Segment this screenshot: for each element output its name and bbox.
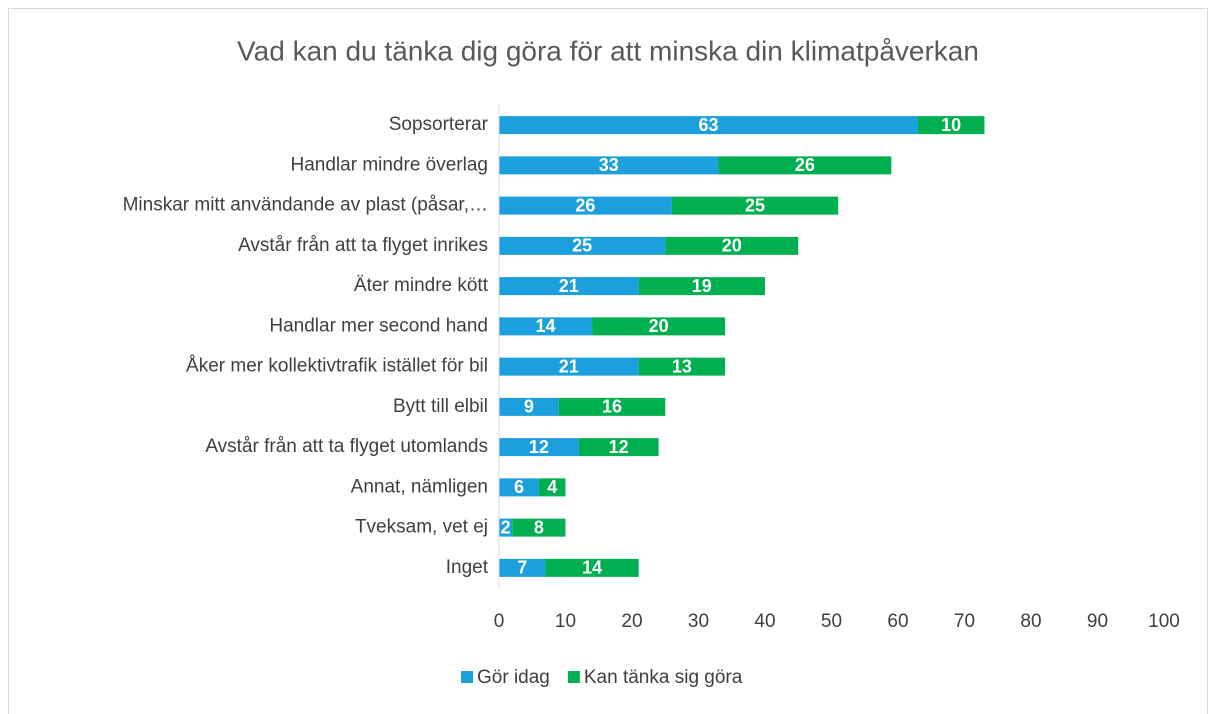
data-label: 10 <box>941 115 961 135</box>
bar <box>499 317 593 336</box>
bar <box>578 438 659 457</box>
y-tick-label: Äter mindre kött <box>354 275 489 296</box>
bar <box>499 518 513 537</box>
data-label: 25 <box>745 195 765 215</box>
bar <box>638 357 726 376</box>
data-label: 20 <box>722 236 742 256</box>
x-tick-label: 50 <box>821 611 842 632</box>
data-label: 21 <box>559 356 579 376</box>
bar <box>671 196 839 215</box>
chart-title: Vad kan du tänka dig göra för att minska… <box>237 35 979 66</box>
bar <box>499 196 672 215</box>
x-tick-label: 70 <box>954 611 975 632</box>
data-label: 33 <box>599 155 619 175</box>
bar <box>499 438 579 457</box>
bar <box>512 518 566 537</box>
data-label: 19 <box>692 276 712 296</box>
legend-label: Kan tänka sig göra <box>584 667 743 688</box>
y-tick-label: Handlar mindre överlag <box>291 154 489 175</box>
y-tick-label: Tveksam, vet ej <box>355 517 488 538</box>
data-label: 6 <box>514 477 524 497</box>
data-label: 14 <box>582 558 602 578</box>
x-tick-label: 60 <box>887 611 908 632</box>
bar <box>545 558 639 577</box>
y-tick-label: Sopsorterar <box>389 114 489 135</box>
x-tick-label: 40 <box>754 611 775 632</box>
x-tick-label: 90 <box>1087 611 1108 632</box>
legend-swatch <box>461 671 473 683</box>
data-label: 12 <box>529 437 549 457</box>
legend-swatch <box>567 671 580 683</box>
y-tick-label: Åker mer kollektivtrafik istället för bi… <box>186 356 488 377</box>
bar <box>538 478 566 497</box>
y-tick-label: Avstår från att ta flyget utomlands <box>205 436 488 457</box>
y-tick-label: Minskar mitt användande av plast (påsar,… <box>123 195 488 216</box>
x-tick-label: 100 <box>1148 611 1180 632</box>
bar <box>499 558 546 577</box>
y-tick-label: Annat, nämligen <box>351 476 488 497</box>
data-label: 20 <box>649 316 669 336</box>
bar <box>917 116 985 135</box>
x-tick-label: 30 <box>688 611 709 632</box>
bar <box>665 236 799 255</box>
data-label: 9 <box>524 397 534 417</box>
x-tick-label: 0 <box>494 611 505 632</box>
bar <box>638 277 765 296</box>
bar <box>499 397 559 416</box>
data-label: 63 <box>698 115 718 135</box>
x-tick-label: 80 <box>1020 611 1041 632</box>
data-label: 2 <box>501 517 511 537</box>
y-tick-label: Handlar mer second hand <box>269 315 488 336</box>
x-tick-label: 10 <box>555 611 576 632</box>
bar <box>499 357 639 376</box>
data-label: 21 <box>559 276 579 296</box>
legend-label: Gör idag <box>477 667 550 688</box>
bar <box>499 156 719 175</box>
bar <box>592 317 726 336</box>
bar <box>558 397 666 416</box>
y-tick-label: Avstår från att ta flyget inrikes <box>238 235 488 256</box>
data-label: 26 <box>795 155 815 175</box>
bar <box>499 277 639 296</box>
data-label: 4 <box>547 477 557 497</box>
data-label: 13 <box>672 356 692 376</box>
y-tick-label: Inget <box>446 557 489 578</box>
data-label: 7 <box>517 558 527 578</box>
bar <box>718 156 892 175</box>
bar <box>499 478 539 497</box>
bar <box>499 116 918 135</box>
x-tick-label: 20 <box>621 611 642 632</box>
data-label: 8 <box>534 517 544 537</box>
bar <box>499 236 666 255</box>
data-label: 14 <box>536 316 556 336</box>
y-tick-label: Bytt till elbil <box>393 396 488 417</box>
data-label: 26 <box>575 195 595 215</box>
data-label: 12 <box>609 437 629 457</box>
data-label: 16 <box>602 397 622 417</box>
data-label: 25 <box>572 236 592 256</box>
